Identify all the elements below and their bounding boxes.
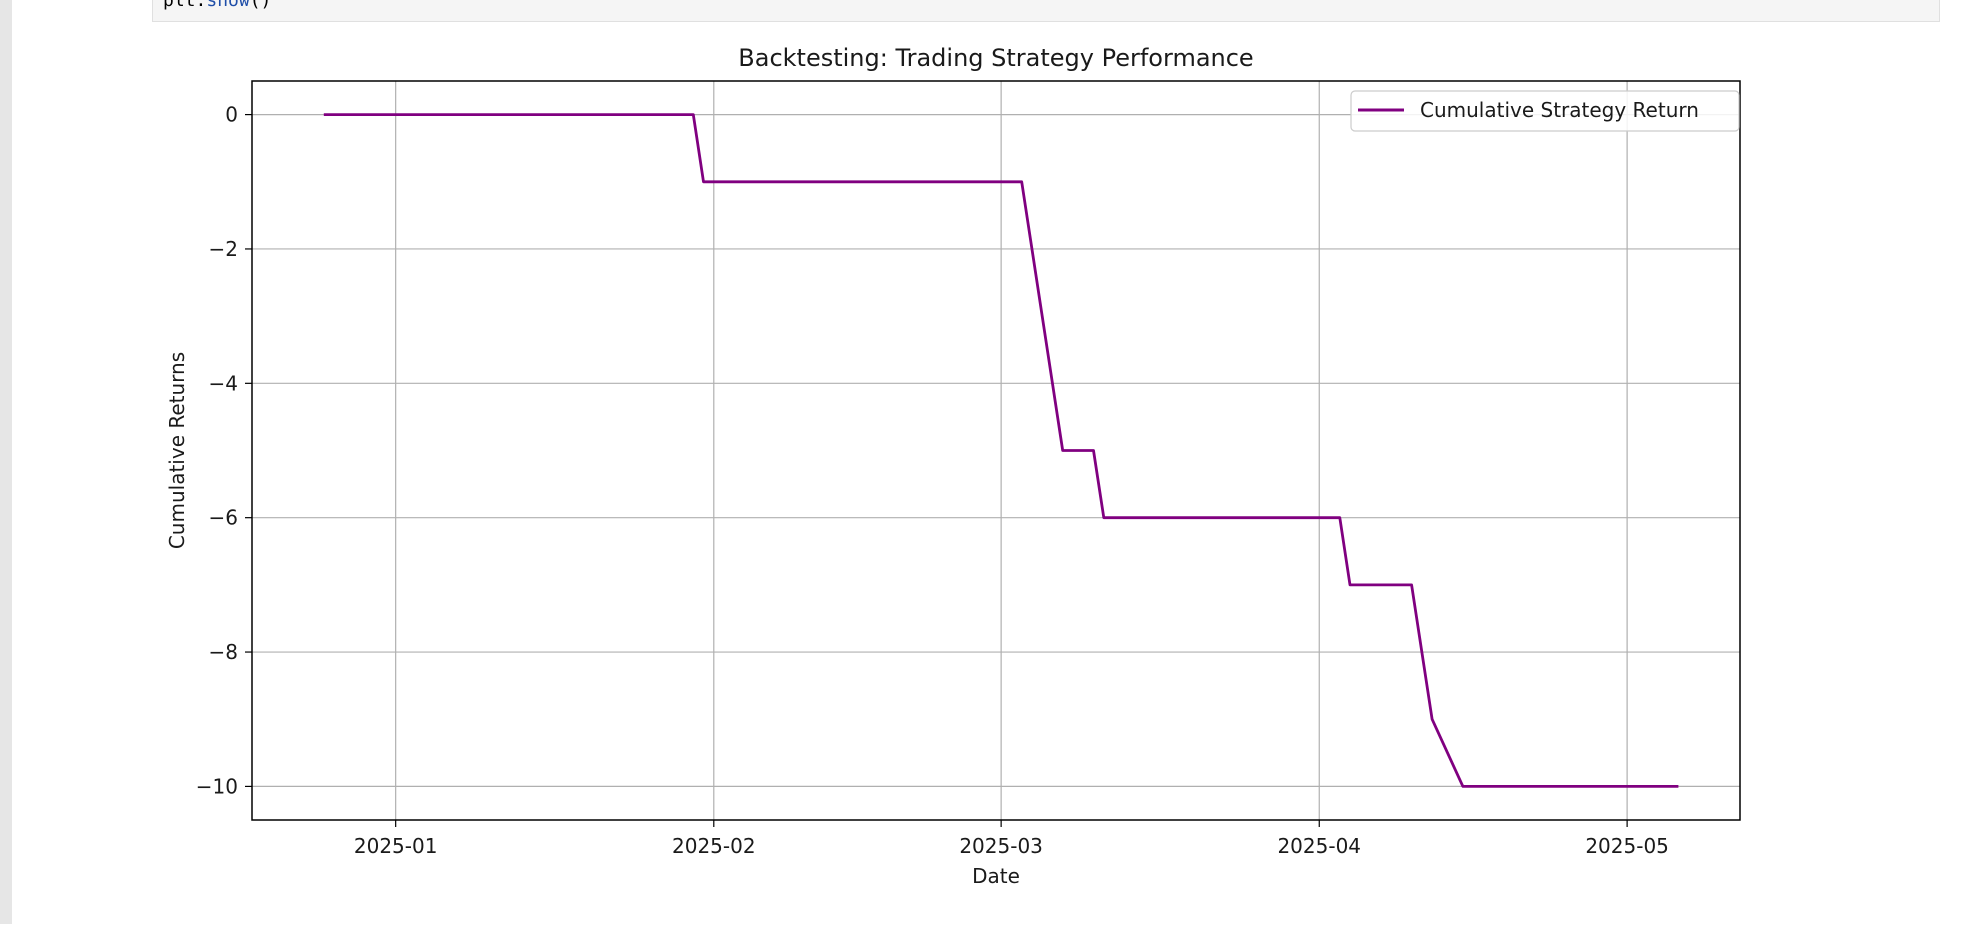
code-cell[interactable]: plt.show() [152,0,1940,22]
code-parens: () [249,0,272,11]
y-axis-label: Cumulative Returns [165,352,189,549]
y-tick-label: 0 [225,103,238,127]
y-axis: 0 −2 −4 −6 −8 −10 [196,103,252,798]
y-tick-label: −4 [209,371,238,395]
code-line: plt.show() [163,0,1939,10]
code-method: show [206,0,250,11]
output-cell: 2025-01 2025-02 2025-03 2025-04 2025-05 0 −2 −… [12,0,1964,924]
x-axis-label: Date [972,864,1020,888]
grid [252,81,1740,820]
x-tick-label: 2025-05 [1585,834,1669,858]
x-tick-label: 2025-02 [672,834,756,858]
line-chart: 2025-01 2025-02 2025-03 2025-04 2025-05 0 −2 −… [165,44,1741,888]
notebook-area: plt.show() 2025-01 2025-02 2025-03 2025-04 2… [12,0,1964,924]
x-axis: 2025-01 2025-02 2025-03 2025-04 2025-05 [354,820,1669,858]
y-tick-label: −8 [209,640,238,664]
y-tick-label: −2 [209,237,238,261]
code-dot: . [195,0,207,11]
legend-box [1350,90,1740,132]
plot-frame [251,80,1741,821]
y-tick-label: −6 [209,506,238,530]
series-layer [323,113,1679,788]
x-tick-label: 2025-03 [959,834,1043,858]
y-tick-label: −10 [196,774,238,798]
x-tick-label: 2025-01 [354,834,438,858]
chart-title: Backtesting: Trading Strategy Performanc… [738,44,1253,72]
code-object: plt [163,0,196,11]
legend: Cumulative Strategy Return [1350,90,1740,132]
series-line [323,113,1679,788]
x-tick-label: 2025-04 [1277,834,1361,858]
legend-label: Cumulative Strategy Return [1420,98,1699,122]
